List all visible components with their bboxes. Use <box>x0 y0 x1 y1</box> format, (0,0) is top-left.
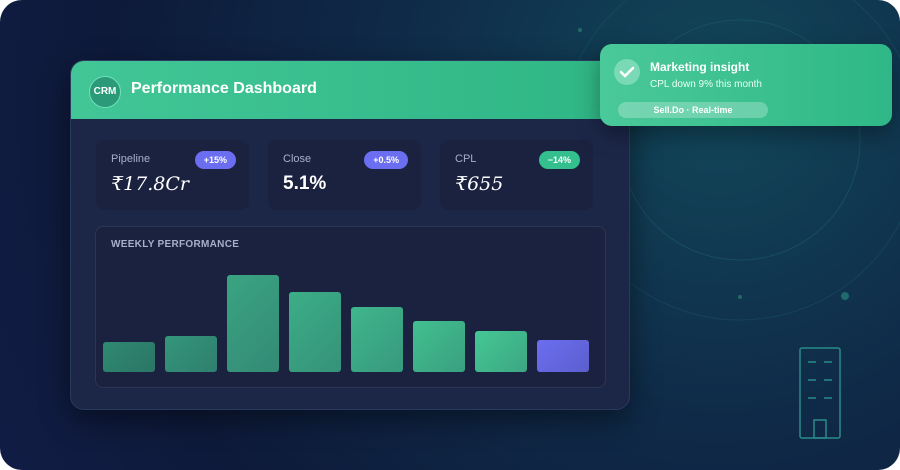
bar <box>413 321 465 372</box>
notification-title: Marketing insight <box>650 60 750 74</box>
logo: CRM <box>89 76 121 108</box>
kpi-card: Pipeline ₹17.8Cr +15% <box>96 140 249 210</box>
bar <box>165 336 217 372</box>
chart-panel: WEEKLY PERFORMANCE <box>95 226 606 388</box>
kpi-card: CPL ₹655 −14% <box>440 140 593 210</box>
kpi-label: Pipeline <box>111 153 151 165</box>
kpi-badge: +0.5% <box>364 151 408 169</box>
notification: Marketing insight CPL down 9% this month… <box>600 44 892 126</box>
bar <box>537 340 589 372</box>
bar <box>475 331 527 372</box>
bar <box>289 292 341 372</box>
kpi-badge: +15% <box>194 151 236 169</box>
building-icon <box>799 347 841 439</box>
bar <box>103 342 155 372</box>
kpi-value: ₹655 <box>455 173 504 195</box>
kpi-value: 5.1% <box>283 173 327 194</box>
kpi-value: ₹17.8Cr <box>111 173 190 195</box>
chart-title: WEEKLY PERFORMANCE <box>111 239 240 250</box>
bar <box>351 307 403 372</box>
kpi-label: Close <box>283 153 312 165</box>
kpi-badge: −14% <box>538 151 580 169</box>
check-icon <box>614 59 640 85</box>
notification-text: CPL down 9% this month <box>650 79 762 90</box>
kpi-card: Close 5.1% +0.5% <box>268 140 421 210</box>
header: CRM Performance Dashboard <box>71 61 629 119</box>
bar <box>227 275 279 372</box>
dashboard-card: CRM Performance Dashboard WEEKLY PERFORM… <box>70 60 630 410</box>
title: Performance Dashboard <box>131 80 317 97</box>
notification-tag: Sell.Do · Real-time <box>618 102 768 118</box>
kpi-label: CPL <box>455 153 477 165</box>
